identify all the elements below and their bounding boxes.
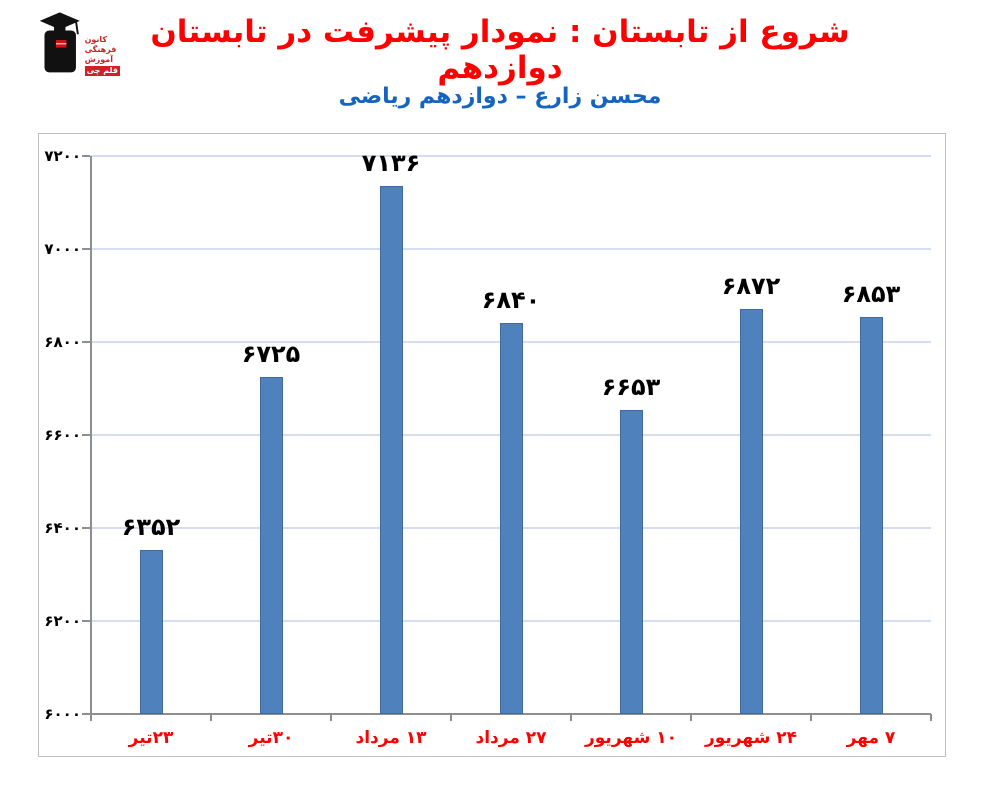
y-tick-mark	[82, 155, 90, 157]
y-tick-label: ۶۲۰۰	[44, 612, 81, 630]
bar-chart: ۶۰۰۰ ۶۲۰۰ ۶۴۰۰ ۶۶۰۰ ۶۸۰۰ ۷۰۰۰ ۷۲۰۰ ۶۳۵۲ ۲۳تیر ۶۷۲…	[38, 133, 946, 757]
bar	[619, 410, 643, 714]
logo-line: کانون	[84, 35, 108, 44]
x-tick-mark	[930, 714, 932, 721]
bar-value-label: ۶۷۲۵	[241, 339, 301, 368]
category-label: ۷ مهر	[846, 728, 896, 748]
y-axis	[90, 156, 92, 714]
bar	[259, 376, 283, 714]
category-label: ۲۳تیر	[128, 728, 174, 748]
x-tick-mark	[690, 714, 692, 721]
y-tick-label: ۷۰۰۰	[44, 240, 81, 258]
bar-value-label: ۶۸۷۲	[721, 271, 781, 300]
y-tick-label: ۶۰۰۰	[44, 705, 81, 723]
bar	[499, 323, 523, 714]
logo-line: فرهنگی	[84, 45, 117, 54]
y-tick-label: ۷۲۰۰	[44, 147, 81, 165]
y-tick-mark	[82, 341, 90, 343]
y-tick-label: ۶۸۰۰	[44, 333, 81, 351]
bar	[739, 308, 763, 714]
bar	[139, 550, 163, 714]
x-tick-mark	[330, 714, 332, 721]
logo-badge: قلم چی	[84, 66, 120, 76]
kanoon-ghalamchi-logo: کانون فرهنگی آموزش قلم چی	[34, 4, 120, 76]
category-label: ۱۳ مرداد	[355, 728, 427, 748]
bar-value-label: ۶۸۴۰	[481, 286, 541, 315]
bar-value-label: ۶۶۵۳	[601, 373, 661, 402]
page-title: شروع از تابستان : نمودار پیشرفت در تابست…	[150, 14, 850, 86]
logo-line: آموزش	[84, 55, 113, 64]
plot-area: ۶۰۰۰ ۶۲۰۰ ۶۴۰۰ ۶۶۰۰ ۶۸۰۰ ۷۰۰۰ ۷۲۰۰ ۶۳۵۲ ۲۳تیر ۶۷۲…	[44, 147, 932, 748]
category-label: ۱۰ شهریور	[584, 728, 678, 748]
bar	[379, 185, 403, 714]
y-tick-label: ۶۶۰۰	[44, 426, 81, 444]
logo-text: کانون فرهنگی آموزش قلم چی	[84, 12, 120, 76]
page-subtitle: محسن زارع – دوازدهم ریاضی	[338, 84, 662, 109]
x-tick-mark	[810, 714, 812, 721]
gridline	[91, 155, 931, 157]
bar-value-label: ۷۱۳۶	[361, 148, 421, 177]
category-label: ۲۷ مرداد	[475, 728, 547, 748]
gridline	[91, 248, 931, 250]
y-tick-mark	[82, 434, 90, 436]
category-label: ۲۴ شهریور	[704, 728, 798, 748]
x-tick-mark	[90, 714, 92, 721]
x-axis	[90, 713, 931, 715]
bar	[859, 317, 883, 714]
y-tick-mark	[82, 713, 90, 715]
graduate-icon	[39, 12, 80, 73]
y-tick-label: ۶۴۰۰	[44, 519, 81, 537]
y-tick-mark	[82, 248, 90, 250]
x-tick-mark	[570, 714, 572, 721]
y-tick-mark	[82, 620, 90, 622]
x-tick-mark	[450, 714, 452, 721]
x-tick-mark	[210, 714, 212, 721]
y-tick-mark	[82, 527, 90, 529]
bar-value-label: ۶۳۵۲	[121, 513, 181, 542]
category-label: ۳۰تیر	[248, 728, 294, 748]
bar-value-label: ۶۸۵۳	[841, 280, 901, 309]
